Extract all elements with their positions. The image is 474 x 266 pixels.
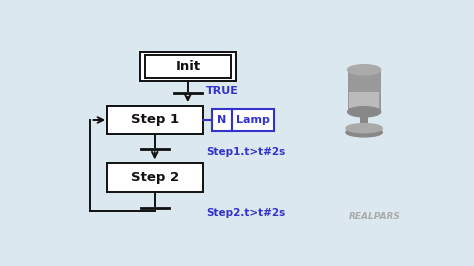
Text: Step2.t>t#2s: Step2.t>t#2s [206, 208, 285, 218]
Text: N: N [217, 115, 227, 125]
Text: Step 1: Step 1 [131, 114, 179, 127]
Bar [145, 55, 231, 78]
Bar [232, 109, 274, 131]
Text: Step 2: Step 2 [131, 171, 179, 184]
Text: Init: Init [175, 60, 201, 73]
Bar [212, 109, 232, 131]
Ellipse shape [347, 107, 381, 117]
Bar [107, 106, 202, 134]
Bar [140, 52, 236, 81]
Text: TRUE: TRUE [206, 86, 239, 96]
Ellipse shape [346, 128, 383, 137]
Ellipse shape [346, 124, 383, 133]
Bar [349, 92, 379, 108]
Bar [107, 163, 202, 192]
Text: Lamp: Lamp [236, 115, 270, 125]
Ellipse shape [347, 65, 381, 75]
Bar [360, 112, 368, 132]
Text: REALPARS: REALPARS [349, 212, 401, 221]
Bar [347, 69, 381, 112]
Text: Step1.t>t#2s: Step1.t>t#2s [206, 147, 285, 157]
